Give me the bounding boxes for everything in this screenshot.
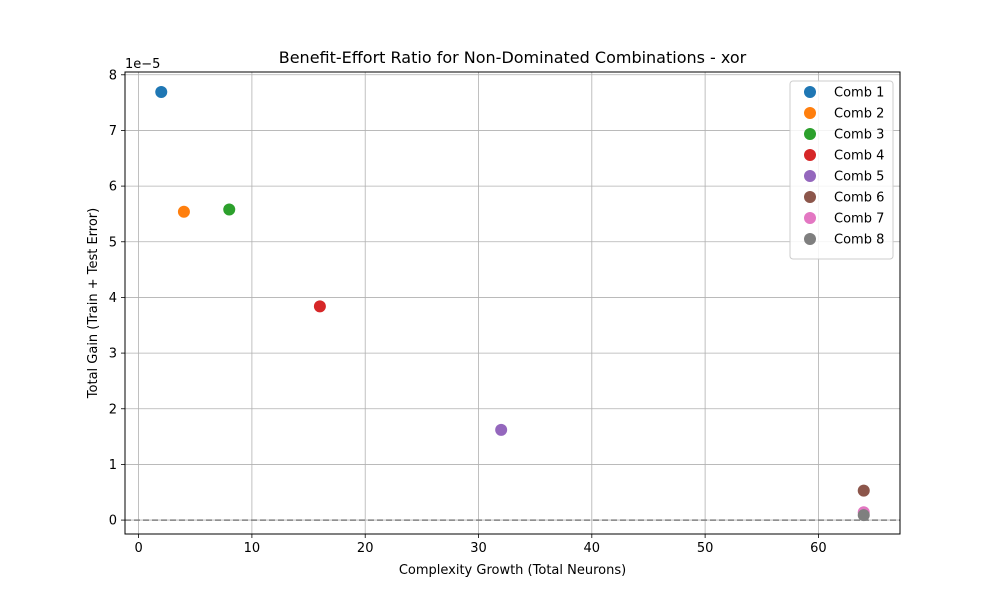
legend-label: Comb 2 xyxy=(834,107,884,122)
legend-label: Comb 1 xyxy=(834,86,884,101)
y-tick-label: 7 xyxy=(109,124,117,139)
data-point xyxy=(495,423,508,436)
legend-marker xyxy=(804,212,816,224)
x-tick-label: 40 xyxy=(584,541,601,556)
data-point xyxy=(177,205,190,218)
y-axis-label: Total Gain (Train + Test Error) xyxy=(86,208,101,399)
y-tick-label: 2 xyxy=(109,402,117,417)
legend-marker xyxy=(804,107,816,119)
x-tick-label: 30 xyxy=(470,541,487,556)
data-point xyxy=(857,509,870,522)
data-point xyxy=(223,203,236,216)
data-point xyxy=(313,300,326,313)
legend: Comb 1 Comb 2 Comb 3 Comb 4 Comb 5 Comb 6 Comb… xyxy=(789,80,894,260)
legend-label: Comb 3 xyxy=(834,128,884,143)
y-tick-label: 1 xyxy=(109,458,117,473)
legend-box xyxy=(789,80,894,260)
x-tick-label: 10 xyxy=(244,541,261,556)
data-point xyxy=(857,484,870,497)
data-points xyxy=(155,86,870,522)
legend-label: Comb 4 xyxy=(834,149,884,164)
y-tick-label: 6 xyxy=(109,180,117,195)
legend-label: Comb 7 xyxy=(834,212,884,227)
x-axis-label: Complexity Growth (Total Neurons) xyxy=(399,563,626,578)
legend-marker xyxy=(804,233,816,245)
y-tick-label: 4 xyxy=(109,291,117,306)
y-tick-label: 0 xyxy=(109,514,117,529)
legend-marker xyxy=(804,128,816,140)
legend-marker xyxy=(804,86,816,98)
x-tick-label: 20 xyxy=(357,541,374,556)
y-tick-label: 3 xyxy=(109,347,117,362)
legend-marker xyxy=(804,170,816,182)
axis-ticks: 0 10 20 30 40 50 60 0 1 2 3 4 5 6 7 8 xyxy=(109,68,827,556)
chart-title: Benefit-Effort Ratio for Non-Dominated C… xyxy=(279,48,747,67)
x-tick-label: 50 xyxy=(697,541,714,556)
y-axis-scale-label: 1e−5 xyxy=(125,57,160,72)
x-tick-label: 60 xyxy=(810,541,827,556)
legend-label: Comb 6 xyxy=(834,191,884,206)
legend-marker xyxy=(804,191,816,203)
legend-marker xyxy=(804,149,816,161)
legend-label: Comb 5 xyxy=(834,170,884,185)
plot-frame xyxy=(124,71,901,535)
y-tick-label: 5 xyxy=(109,235,117,250)
x-tick-label: 0 xyxy=(134,541,142,556)
y-tick-label: 8 xyxy=(109,68,117,83)
legend-label: Comb 8 xyxy=(834,233,884,248)
data-point xyxy=(155,86,168,99)
